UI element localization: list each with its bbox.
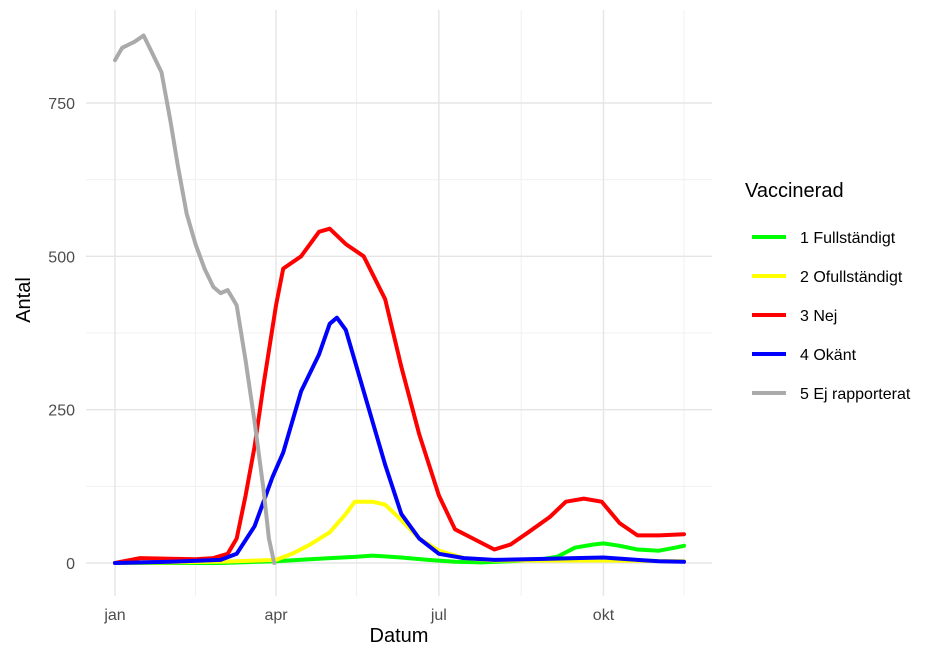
legend-items: 1 Fullständigt 2 Ofullständigt 3 Nej 4 Okän… bbox=[752, 230, 911, 403]
y-tick-label: 750 bbox=[48, 96, 75, 113]
legend-title: Vaccinerad bbox=[745, 180, 844, 202]
legend-label: 1 Fullständigt bbox=[800, 230, 896, 247]
legend-label: 5 Ej rapporterat bbox=[800, 386, 911, 403]
legend: Vaccinerad 1 Fullständigt 2 Ofullständigt… bbox=[745, 180, 911, 403]
series-line bbox=[113, 33, 277, 565]
series-line bbox=[113, 315, 686, 565]
y-tick-label: 500 bbox=[48, 249, 75, 266]
series-line bbox=[113, 226, 686, 565]
series-lines bbox=[113, 33, 686, 565]
legend-label: 3 Nej bbox=[800, 308, 837, 325]
y-tick-labels: 0 250 500 750 bbox=[48, 96, 75, 573]
minor-gridlines bbox=[86, 10, 712, 596]
x-tick-label: apr bbox=[264, 607, 288, 624]
y-tick-label: 0 bbox=[66, 556, 75, 573]
x-tick-label: okt bbox=[593, 607, 615, 624]
legend-label: 2 Ofullständigt bbox=[800, 269, 903, 286]
x-tick-label: jul bbox=[430, 607, 447, 624]
x-tick-label: jan bbox=[103, 607, 125, 624]
y-tick-label: 250 bbox=[48, 403, 75, 420]
y-axis-title: Antal bbox=[13, 277, 35, 323]
legend-label: 4 Okänt bbox=[800, 347, 857, 364]
x-axis-title: Datum bbox=[370, 625, 429, 647]
x-tick-labels: jan apr jul okt bbox=[103, 607, 614, 624]
